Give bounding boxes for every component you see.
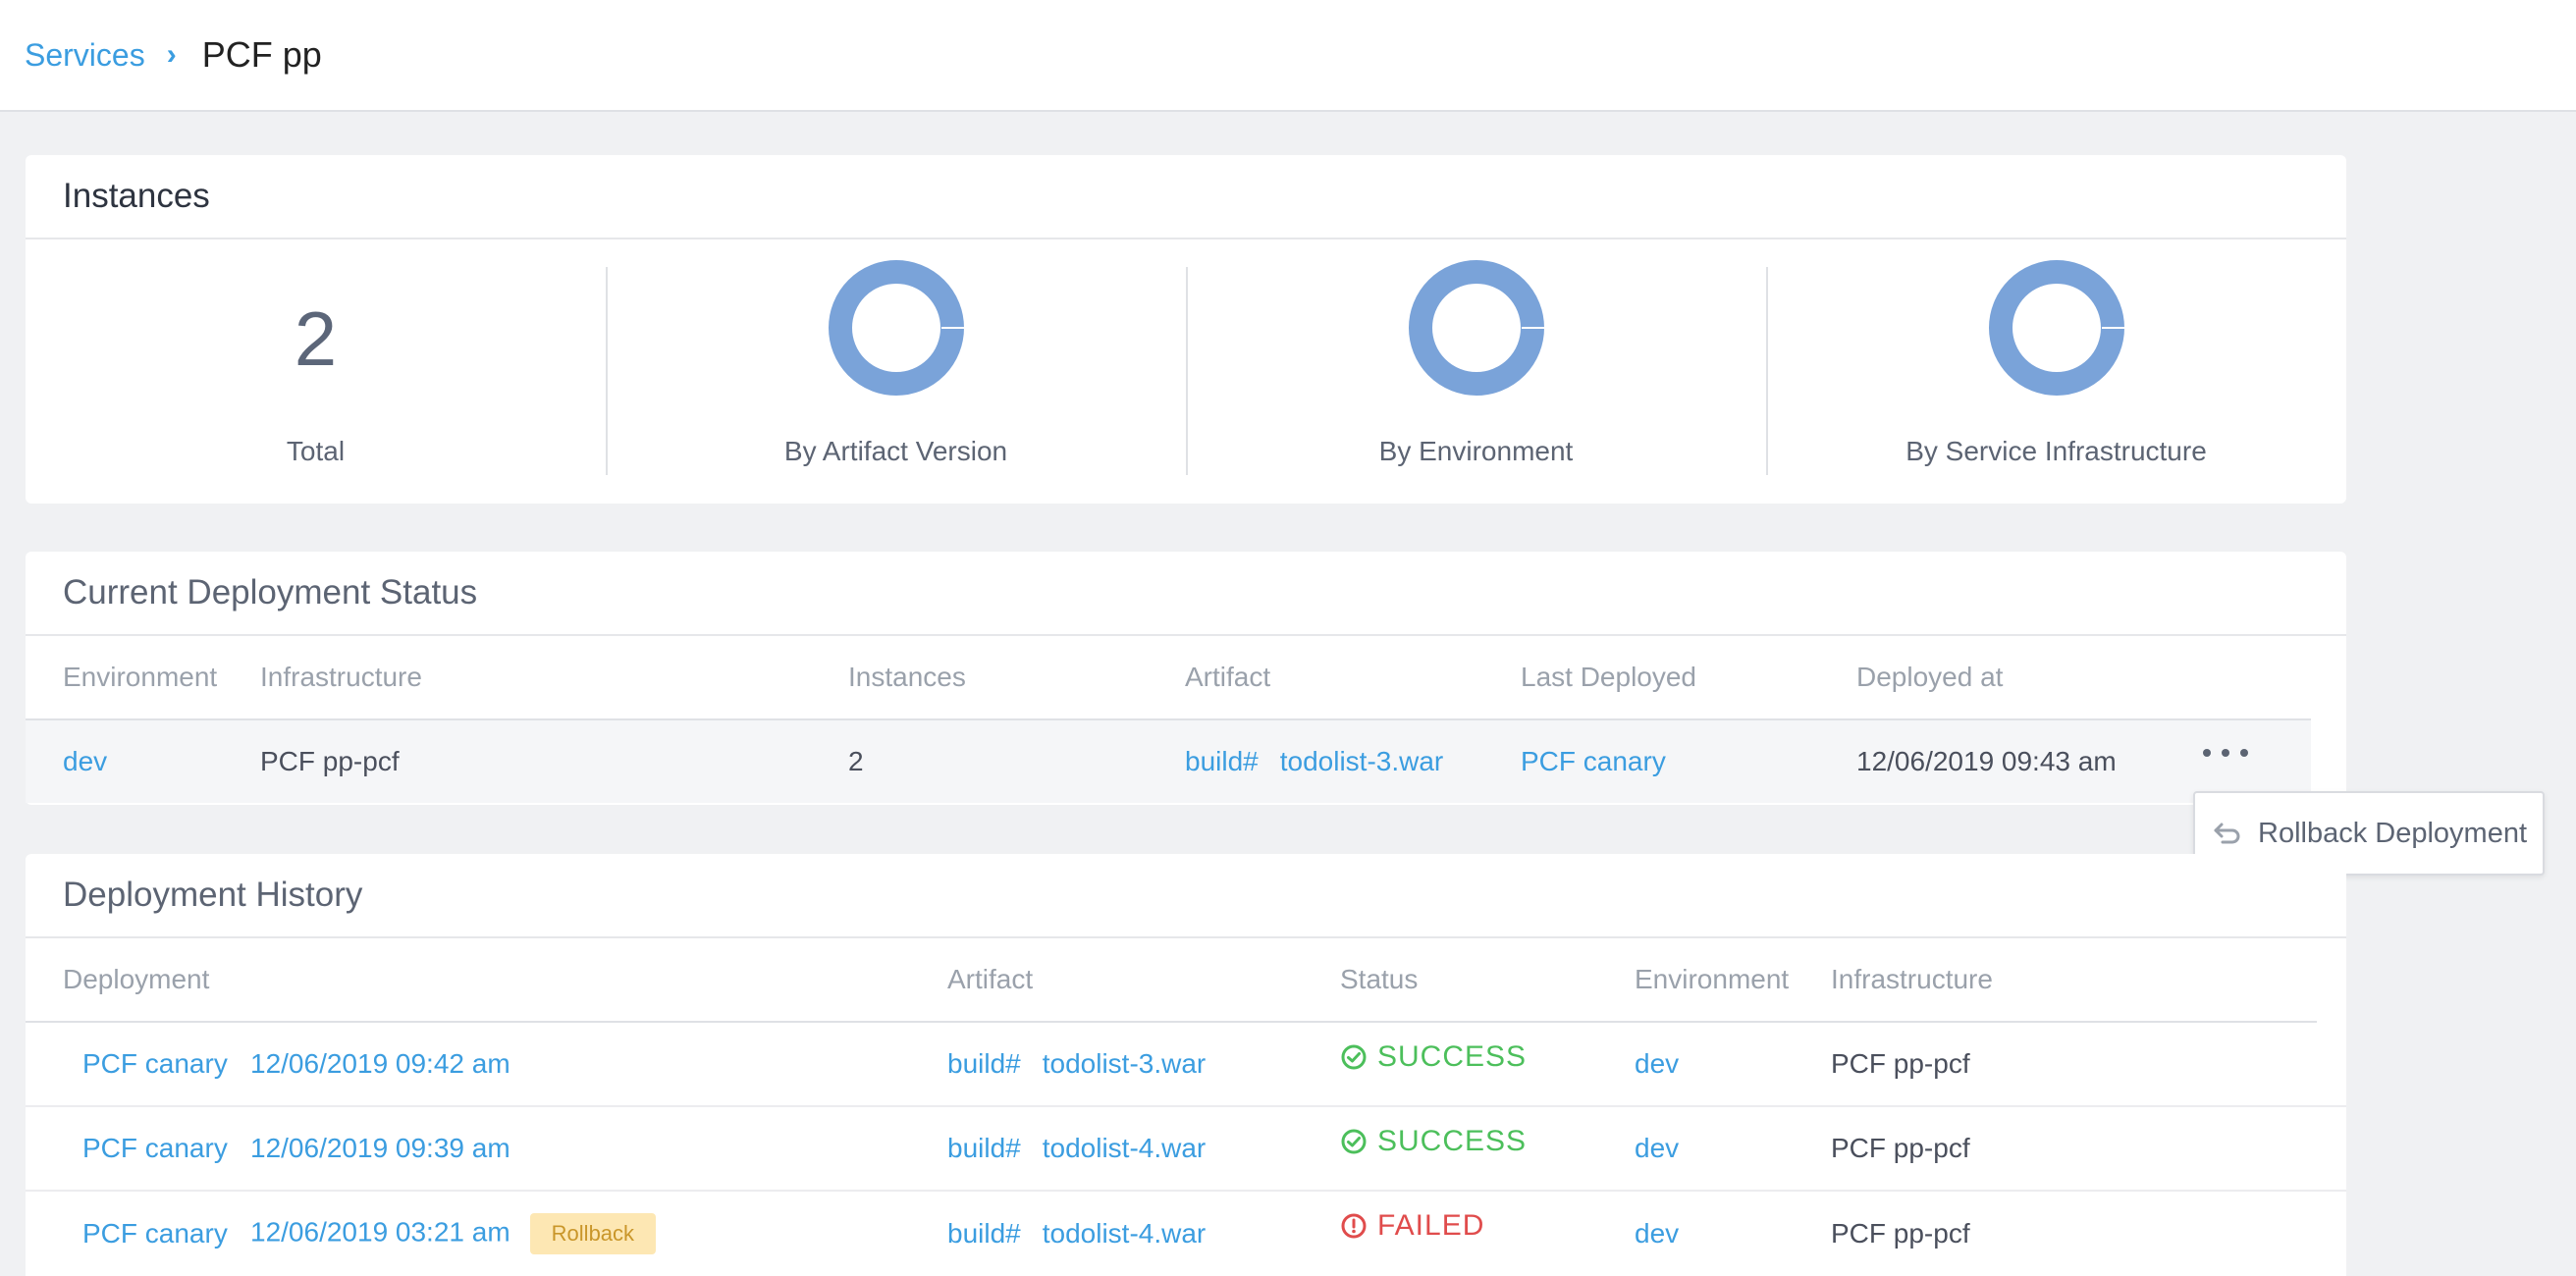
deployment-time-group: 12/06/2019 03:21 am Rollback [250,1213,657,1254]
chart-label-service-infrastructure: By Service Infrastructure [1905,436,2207,466]
status-badge: FAILED [1340,1209,1484,1243]
column-header-artifact: Artifact [1185,662,1271,692]
donut-chart-service-infrastructure[interactable] [1988,259,2125,397]
rollback-badge: Rollback [529,1213,657,1254]
column-header-deployment: Deployment [63,964,210,994]
artifact-build-label: build# [947,1218,1021,1249]
artifact-name: todolist-3.war [1279,746,1444,776]
infrastructure-value: PCF pp-pcf [1831,1133,1970,1163]
column-header-status: Status [1340,964,1419,994]
chart-label-environment: By Environment [1378,436,1574,466]
donut-chart-artifact-version[interactable] [828,259,965,397]
deployed-at-value: 12/06/2019 09:43 am [1856,746,2117,776]
artifact-link[interactable]: build# todolist-4.war [947,1133,1206,1164]
page-title: PCF pp [201,34,322,75]
deployment-history-card: Deployment History Deployment Artifact S… [26,854,2346,1276]
chevron-right-icon: › [166,38,177,71]
column-header-artifact: Artifact [947,964,1034,994]
check-circle-icon [1341,1129,1367,1154]
table-row[interactable]: PCF canary 12/06/2019 03:21 am Rollback b… [26,1192,2346,1276]
artifact-name: todolist-4.war [1042,1218,1207,1249]
environment-link[interactable]: dev [63,746,108,776]
rollback-deployment-label: Rollback Deployment [2258,817,2528,849]
column-header-environment: Environment [1635,964,1790,994]
donut-chart-environment[interactable] [1408,259,1545,397]
column-header-environment: Environment [63,662,218,692]
chart-by-environment[interactable]: By Environment [1186,239,1766,504]
artifact-build-label: build# [947,1133,1021,1163]
deployment-history-title: Deployment History [26,854,2346,938]
table-row[interactable]: PCF canary 12/06/2019 09:42 am build# tod… [26,1023,2346,1107]
more-actions-icon[interactable] [2203,738,2248,768]
environment-link[interactable]: dev [1635,1133,1680,1163]
environment-link[interactable]: dev [1635,1218,1680,1249]
last-deployed-link[interactable]: PCF canary [1521,746,1666,776]
artifact-link[interactable]: build# todolist-3.war [1185,746,1443,777]
breadcrumb: Services › PCF pp [0,0,2576,112]
chart-by-artifact-version[interactable]: By Artifact Version [606,239,1186,504]
total-instances: 2 Total [26,239,606,504]
deployment-pipeline-link[interactable]: PCF canary [82,1048,228,1079]
column-header-deployed-at: Deployed at [1856,662,2004,692]
column-header-infrastructure: Infrastructure [260,662,422,692]
total-instances-value: 2 [294,295,338,382]
check-circle-icon [1341,1044,1367,1070]
column-header-instances: Instances [848,662,966,692]
table-row[interactable]: PCF canary 12/06/2019 09:39 am build# tod… [26,1107,2346,1192]
status-text: SUCCESS [1377,1040,1528,1073]
instances-count: 2 [848,746,864,776]
breadcrumb-services-link[interactable]: Services [25,36,145,73]
current-table-header: Environment Infrastructure Instances Art… [26,636,2311,720]
status-badge: SUCCESS [1340,1125,1527,1158]
artifact-name: todolist-3.war [1042,1048,1207,1079]
environment-link[interactable]: dev [1635,1048,1680,1079]
table-row: dev PCF pp-pcf 2 build# todolist-3.war PC… [26,720,2311,803]
deployment-time-link[interactable]: 12/06/2019 09:42 am [250,1048,510,1079]
current-deployment-status-card: Current Deployment Status Environment In… [26,552,2346,805]
infrastructure-value: PCF pp-pcf [260,746,400,776]
artifact-name: todolist-4.war [1042,1133,1207,1163]
deployment-pipeline-link[interactable]: PCF canary [82,1218,228,1249]
column-header-infrastructure: Infrastructure [1831,964,1993,994]
infrastructure-value: PCF pp-pcf [1831,1218,1970,1249]
artifact-link[interactable]: build# todolist-4.war [947,1218,1206,1249]
artifact-build-label: build# [1185,746,1259,776]
current-deployment-title: Current Deployment Status [26,552,2346,636]
infrastructure-value: PCF pp-pcf [1831,1048,1970,1079]
column-header-last-deployed: Last Deployed [1521,662,1697,692]
instances-card: Instances 2 Total By Artifact Version By… [26,155,2346,504]
instances-title: Instances [26,155,2346,239]
total-instances-label: Total [286,436,346,466]
chart-by-service-infrastructure[interactable]: By Service Infrastructure [1766,239,2346,504]
status-badge: SUCCESS [1340,1040,1527,1074]
deployment-pipeline-link[interactable]: PCF canary [82,1133,228,1163]
status-text: FAILED [1377,1209,1485,1242]
artifact-build-label: build# [947,1048,1021,1079]
deployment-time-link[interactable]: 12/06/2019 09:39 am [250,1133,510,1163]
history-table-header: Deployment Artifact Status Environment I… [26,938,2317,1023]
undo-icon [2214,823,2240,844]
status-text: SUCCESS [1377,1125,1528,1157]
alert-circle-icon [1341,1213,1367,1239]
chart-label-artifact-version: By Artifact Version [783,436,1008,466]
deployment-time-link[interactable]: 12/06/2019 03:21 am [250,1216,510,1248]
artifact-link[interactable]: build# todolist-3.war [947,1048,1206,1080]
